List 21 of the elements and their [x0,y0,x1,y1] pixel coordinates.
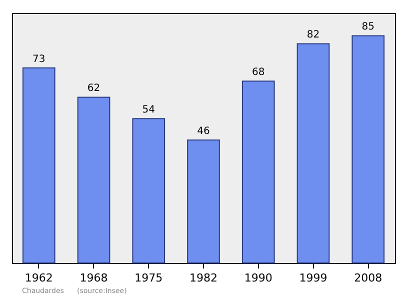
x-tick-label: 1999 [299,272,328,284]
data-label: 68 [252,67,265,78]
bar [296,43,330,264]
bar [22,67,56,264]
data-label: 82 [306,30,320,41]
data-label: 54 [142,104,155,116]
bar [187,140,220,264]
x-tick-label: 1968 [80,272,108,284]
bar [77,96,110,264]
x-tick-label: 1962 [24,272,53,284]
x-tick-label: 2008 [354,272,382,284]
x-tick-label: 1975 [134,272,163,284]
x-tick-label: 1982 [190,272,218,284]
data-label: 85 [362,22,374,33]
bar [352,35,385,264]
data-label: 73 [32,54,46,65]
data-label: 62 [87,83,100,94]
data-label: 46 [197,126,210,138]
bar [132,118,166,264]
bar [242,80,275,264]
x-tick-label: 1990 [244,272,272,284]
